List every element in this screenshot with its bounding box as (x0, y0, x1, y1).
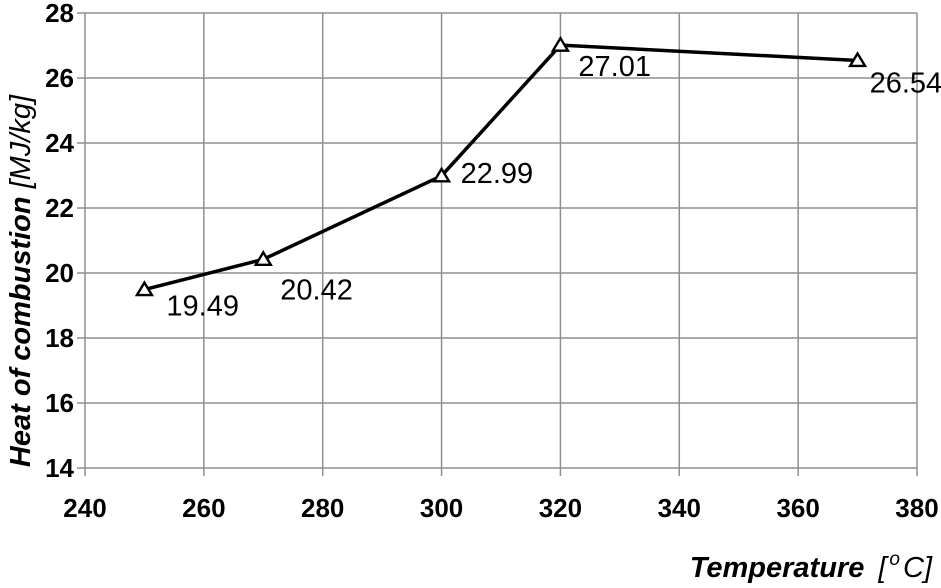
y-tick-label: 18 (45, 323, 74, 353)
x-tick-label: 320 (539, 493, 582, 523)
data-point-label: 22.99 (461, 158, 534, 190)
x-tick-label: 260 (182, 493, 225, 523)
data-point-label: 26.54 (870, 67, 941, 99)
data-point-label: 20.42 (280, 274, 353, 306)
y-tick-label: 26 (45, 63, 74, 93)
y-tick-label: 22 (45, 193, 74, 223)
x-tick-label: 380 (895, 493, 938, 523)
data-point-marker (847, 51, 868, 68)
x-tick-label: 240 (63, 493, 106, 523)
x-tick-label: 340 (658, 493, 701, 523)
data-point-marker (550, 35, 571, 52)
data-point-label: 19.49 (166, 291, 239, 323)
data-point-marker (431, 166, 452, 183)
data-point-marker (134, 280, 155, 297)
y-tick-label: 16 (45, 388, 74, 418)
y-axis-title: Heat of combustion[MJ/kg] (5, 94, 37, 467)
y-tick-label: 24 (45, 128, 74, 158)
x-tick-label: 360 (776, 493, 819, 523)
x-tick-label: 300 (420, 493, 463, 523)
data-point-label: 27.01 (578, 51, 651, 83)
data-point-marker (253, 250, 273, 267)
x-axis-title: Temperature[o C] (690, 549, 933, 584)
x-tick-label: 280 (301, 493, 344, 523)
y-tick-label: 28 (45, 0, 74, 28)
y-tick-label: 20 (45, 258, 74, 288)
y-tick-label: 14 (45, 453, 74, 483)
